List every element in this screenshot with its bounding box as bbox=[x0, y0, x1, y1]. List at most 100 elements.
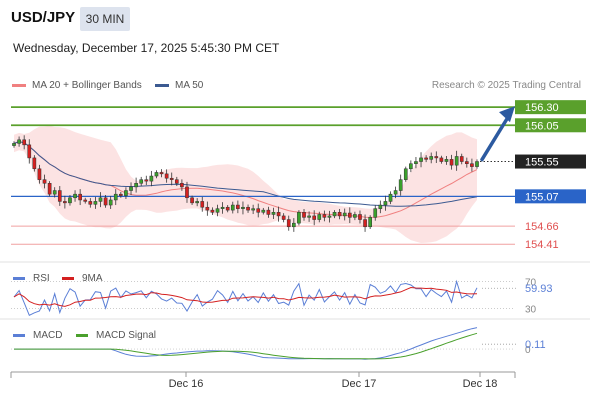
candle-body bbox=[57, 190, 62, 202]
candle-body bbox=[297, 212, 301, 224]
candle-body bbox=[251, 208, 255, 211]
candle-body bbox=[459, 156, 464, 162]
candle bbox=[358, 210, 362, 224]
support-label: 154.41 bbox=[525, 239, 559, 251]
candle bbox=[424, 155, 428, 163]
candle-body bbox=[52, 190, 57, 195]
candle bbox=[388, 191, 393, 205]
candle bbox=[307, 211, 311, 222]
candle-body bbox=[419, 157, 423, 162]
candle bbox=[180, 179, 184, 191]
legend-label-ma50: MA 50 bbox=[175, 80, 204, 91]
candle bbox=[129, 182, 133, 196]
candle bbox=[159, 169, 164, 178]
x-tick-label: Dec 18 bbox=[463, 378, 498, 390]
rsi-ref-label: 70 bbox=[525, 277, 537, 288]
timestamp: Wednesday, December 17, 2025 5:45:30 PM … bbox=[13, 41, 280, 55]
rsi-panel: RSI 9MA 70 30 59.93 bbox=[11, 273, 553, 316]
candle bbox=[409, 160, 413, 173]
candle bbox=[236, 200, 240, 214]
candle-body bbox=[332, 212, 337, 217]
macd-legend-label: MACD bbox=[33, 330, 62, 341]
candle-body bbox=[317, 214, 322, 220]
candle bbox=[139, 176, 144, 187]
candle-body bbox=[281, 215, 286, 220]
rsi-legend-label: RSI bbox=[33, 273, 50, 284]
candle-body bbox=[236, 204, 240, 209]
candle-body bbox=[256, 208, 261, 213]
candle-body bbox=[342, 212, 347, 217]
candle bbox=[220, 202, 225, 214]
candle bbox=[134, 177, 138, 193]
candle bbox=[210, 207, 215, 216]
candle-body bbox=[73, 193, 77, 199]
candle-body bbox=[22, 139, 27, 146]
candle-body bbox=[307, 215, 311, 218]
candle-body bbox=[159, 172, 164, 175]
candle bbox=[230, 201, 235, 214]
candle-body bbox=[398, 179, 403, 191]
candle bbox=[88, 198, 93, 208]
candle bbox=[174, 176, 179, 187]
candle bbox=[317, 211, 322, 223]
candle-body bbox=[32, 157, 37, 170]
candle bbox=[459, 153, 464, 165]
candle-body bbox=[276, 212, 281, 217]
candle bbox=[419, 152, 423, 168]
credit-text: Research © 2025 Trading Central bbox=[431, 80, 581, 91]
candle-body bbox=[373, 208, 378, 218]
timeframe-button[interactable]: 30 MIN bbox=[80, 7, 130, 31]
candle-body bbox=[327, 215, 332, 218]
candle bbox=[195, 198, 199, 207]
candle-body bbox=[358, 214, 362, 220]
candle bbox=[154, 170, 159, 179]
candle-body bbox=[149, 175, 154, 182]
candle-body bbox=[164, 173, 169, 179]
candle-body bbox=[230, 204, 235, 211]
macd-swatch bbox=[13, 334, 25, 337]
candle-body bbox=[37, 168, 42, 180]
candle bbox=[286, 215, 291, 231]
candle-body bbox=[383, 201, 388, 206]
candle bbox=[429, 152, 434, 164]
candle-body bbox=[17, 139, 21, 144]
candle-body bbox=[42, 179, 47, 184]
candle-body bbox=[12, 143, 16, 146]
candle bbox=[266, 206, 271, 218]
candle bbox=[302, 208, 306, 221]
candle-body bbox=[63, 201, 67, 204]
support-label: 154.66 bbox=[525, 221, 559, 233]
candle bbox=[383, 195, 388, 211]
candle-body bbox=[47, 183, 52, 195]
candle-body bbox=[174, 179, 179, 184]
candle bbox=[241, 201, 245, 215]
candle bbox=[256, 203, 261, 218]
symbol-title: USD/JPY bbox=[11, 9, 76, 26]
chart-header: USD/JPY 30 MIN Wednesday, December 17, 2… bbox=[0, 0, 590, 70]
candle-body bbox=[134, 183, 138, 188]
target-arrow bbox=[480, 106, 515, 162]
candle-body bbox=[83, 199, 88, 202]
candle-body bbox=[78, 193, 82, 201]
rsi-9ma-legend-label: 9MA bbox=[82, 273, 103, 284]
candle bbox=[353, 211, 357, 221]
candle bbox=[225, 205, 230, 213]
candle-body bbox=[205, 206, 210, 211]
ma20-swatch bbox=[12, 84, 26, 87]
candle bbox=[83, 197, 88, 204]
last-price-label: 155.55 bbox=[525, 157, 559, 169]
rsi-line bbox=[13, 279, 478, 316]
candle-body bbox=[220, 206, 225, 209]
candle bbox=[398, 174, 403, 196]
candle-body bbox=[388, 193, 393, 202]
candle bbox=[119, 191, 123, 198]
candle bbox=[470, 158, 474, 172]
candle-body bbox=[353, 214, 357, 218]
candle-body bbox=[225, 206, 230, 211]
target-arrow-head bbox=[499, 106, 515, 123]
candle bbox=[347, 207, 352, 224]
candle-body bbox=[200, 201, 205, 208]
candle bbox=[332, 210, 337, 219]
candle bbox=[439, 155, 444, 164]
